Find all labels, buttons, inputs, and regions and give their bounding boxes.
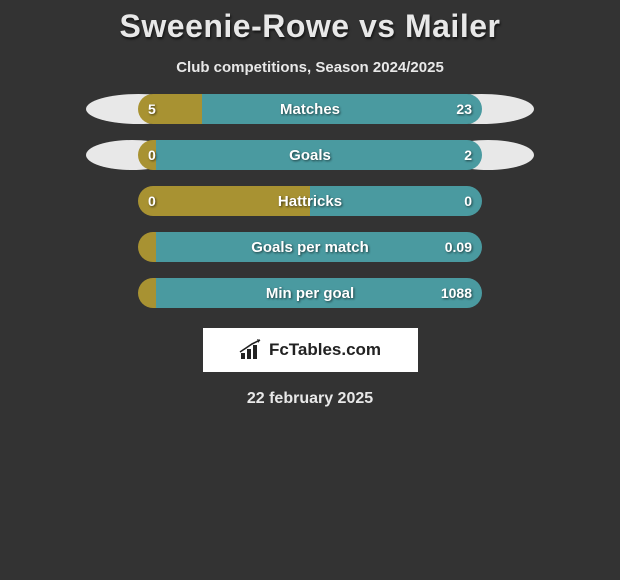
stat-bar-right bbox=[156, 232, 482, 262]
stat-bar-left bbox=[138, 140, 156, 170]
stat-bar-right bbox=[156, 278, 482, 308]
stat-row: 0.09Goals per match bbox=[70, 232, 550, 278]
stat-row: 00Hattricks bbox=[70, 186, 550, 232]
stat-bar: 00Hattricks bbox=[138, 186, 482, 216]
stat-row: 523Matches bbox=[70, 94, 550, 140]
logo-text: FcTables.com bbox=[269, 340, 381, 360]
bar-chart-icon bbox=[239, 339, 263, 361]
stat-row: 1088Min per goal bbox=[70, 278, 550, 324]
source-logo: FcTables.com bbox=[203, 328, 418, 372]
stat-bar: 523Matches bbox=[138, 94, 482, 124]
stat-bar: 02Goals bbox=[138, 140, 482, 170]
stat-bar: 1088Min per goal bbox=[138, 278, 482, 308]
stat-bar-left bbox=[138, 278, 156, 308]
stat-bars: 523Matches 02Goals 00Hattricks 0.09Goals pe… bbox=[70, 94, 550, 324]
stat-bar-right bbox=[156, 140, 482, 170]
page-title: Sweenie-Rowe vs Mailer bbox=[0, 8, 620, 45]
stat-bar-left bbox=[138, 186, 310, 216]
stat-bar: 0.09Goals per match bbox=[138, 232, 482, 262]
date-label: 22 february 2025 bbox=[0, 390, 620, 408]
stat-bar-right bbox=[310, 186, 482, 216]
stat-bar-left bbox=[138, 94, 202, 124]
subtitle: Club competitions, Season 2024/2025 bbox=[0, 59, 620, 76]
stat-row: 02Goals bbox=[70, 140, 550, 186]
stat-bar-left bbox=[138, 232, 156, 262]
stat-bar-right bbox=[202, 94, 482, 124]
